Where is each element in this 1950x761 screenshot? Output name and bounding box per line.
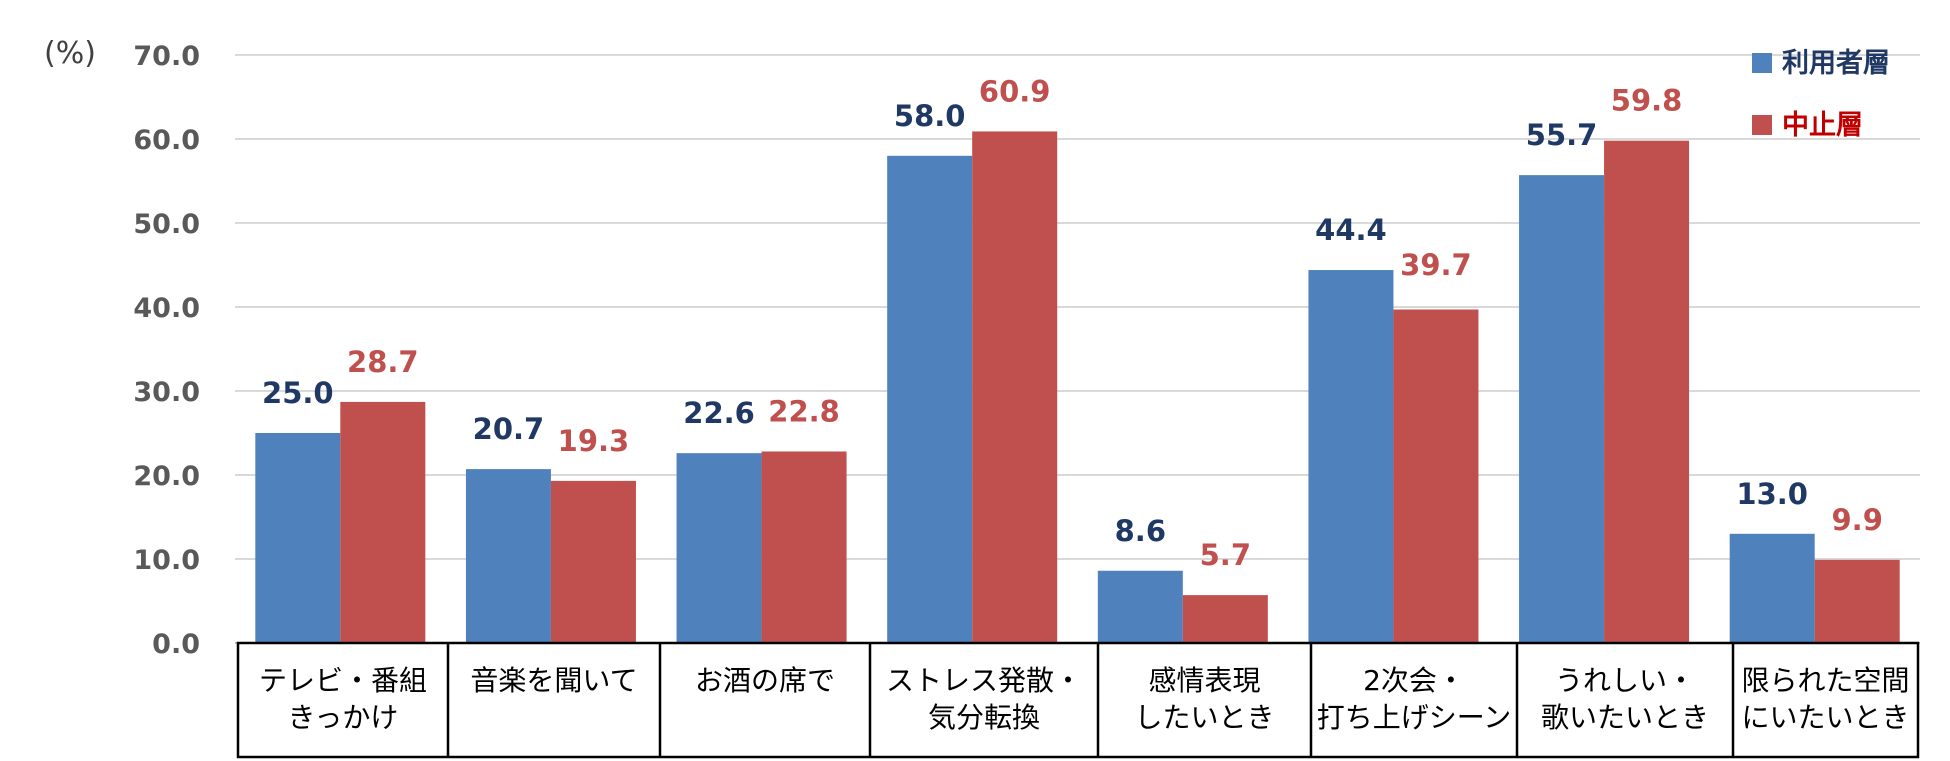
bar [465,469,551,643]
data-label: 58.0 [894,99,966,133]
data-label: 5.7 [1200,538,1251,572]
data-label: 20.7 [473,412,545,446]
y-tick-label: 60.0 [133,125,200,156]
legend-label: 利用者層 [1782,48,1890,79]
bar [1308,270,1394,643]
bar [972,131,1058,643]
data-label: 22.6 [683,396,755,430]
category-label: 限られた空間 [1741,664,1909,697]
category-label: したいとき [1134,701,1274,734]
bar [1814,559,1900,643]
category-table-border [236,641,1920,759]
legend-label: 中止層 [1782,110,1863,141]
bar [1182,595,1268,643]
data-label: 22.8 [768,394,840,428]
category-label: 歌いたいとき [1541,701,1709,734]
bar [340,401,426,643]
bar [1729,533,1815,643]
data-label: 28.7 [347,345,419,379]
legend-swatch [1752,53,1772,73]
data-label: 39.7 [1400,248,1472,282]
category-label: 気分転換 [928,701,1040,734]
y-tick-label: 30.0 [133,377,200,408]
data-label: 59.8 [1611,84,1683,118]
y-axis-unit-label: (%) [44,36,96,71]
legend-swatch [1752,115,1772,135]
bar [676,453,762,643]
category-label: きっかけ [288,701,399,734]
y-axis: (%) 0.0 10.0 20.0 30.0 40.0 50.0 60.0 70.0 [44,36,200,660]
data-label: 44.4 [1315,213,1387,247]
data-label: 13.0 [1736,477,1808,511]
data-labels: 25.0 20.7 22.6 58.0 8.6 44.4 55.7 13.0 28.7 19.3 2… [262,74,1883,572]
bar [761,451,847,643]
category-label: 音楽を聞いて [470,664,637,697]
y-tick-label: 50.0 [133,209,200,240]
category-label: 打ち上げシーン [1317,701,1512,734]
y-tick-label: 40.0 [133,293,200,324]
category-label: お酒の席で [695,664,835,697]
data-label: 9.9 [1832,503,1883,537]
bars [255,131,1900,644]
bar [887,155,973,644]
data-label: 60.9 [979,74,1051,108]
bar [1097,570,1183,643]
data-label: 8.6 [1115,514,1166,548]
category-label: 2次会・ [1363,664,1465,697]
data-label: 55.7 [1526,118,1598,152]
bar [1393,309,1479,643]
y-tick-label: 10.0 [133,545,200,576]
y-tick-label: 70.0 [133,41,200,72]
category-label: 感情表現 [1148,664,1260,697]
data-label: 19.3 [558,424,630,458]
data-label: 25.0 [262,376,334,410]
y-tick-label: 0.0 [152,629,200,660]
bar [255,433,341,643]
bar [1519,175,1605,643]
bar [550,480,636,643]
category-label: テレビ・番組 [259,664,427,697]
category-label: うれしい・ [1555,664,1695,697]
bar [1604,140,1690,643]
category-label: にいたいとき [1741,701,1909,734]
category-label: ストレス発散・ [886,664,1082,697]
y-tick-label: 20.0 [133,461,200,492]
